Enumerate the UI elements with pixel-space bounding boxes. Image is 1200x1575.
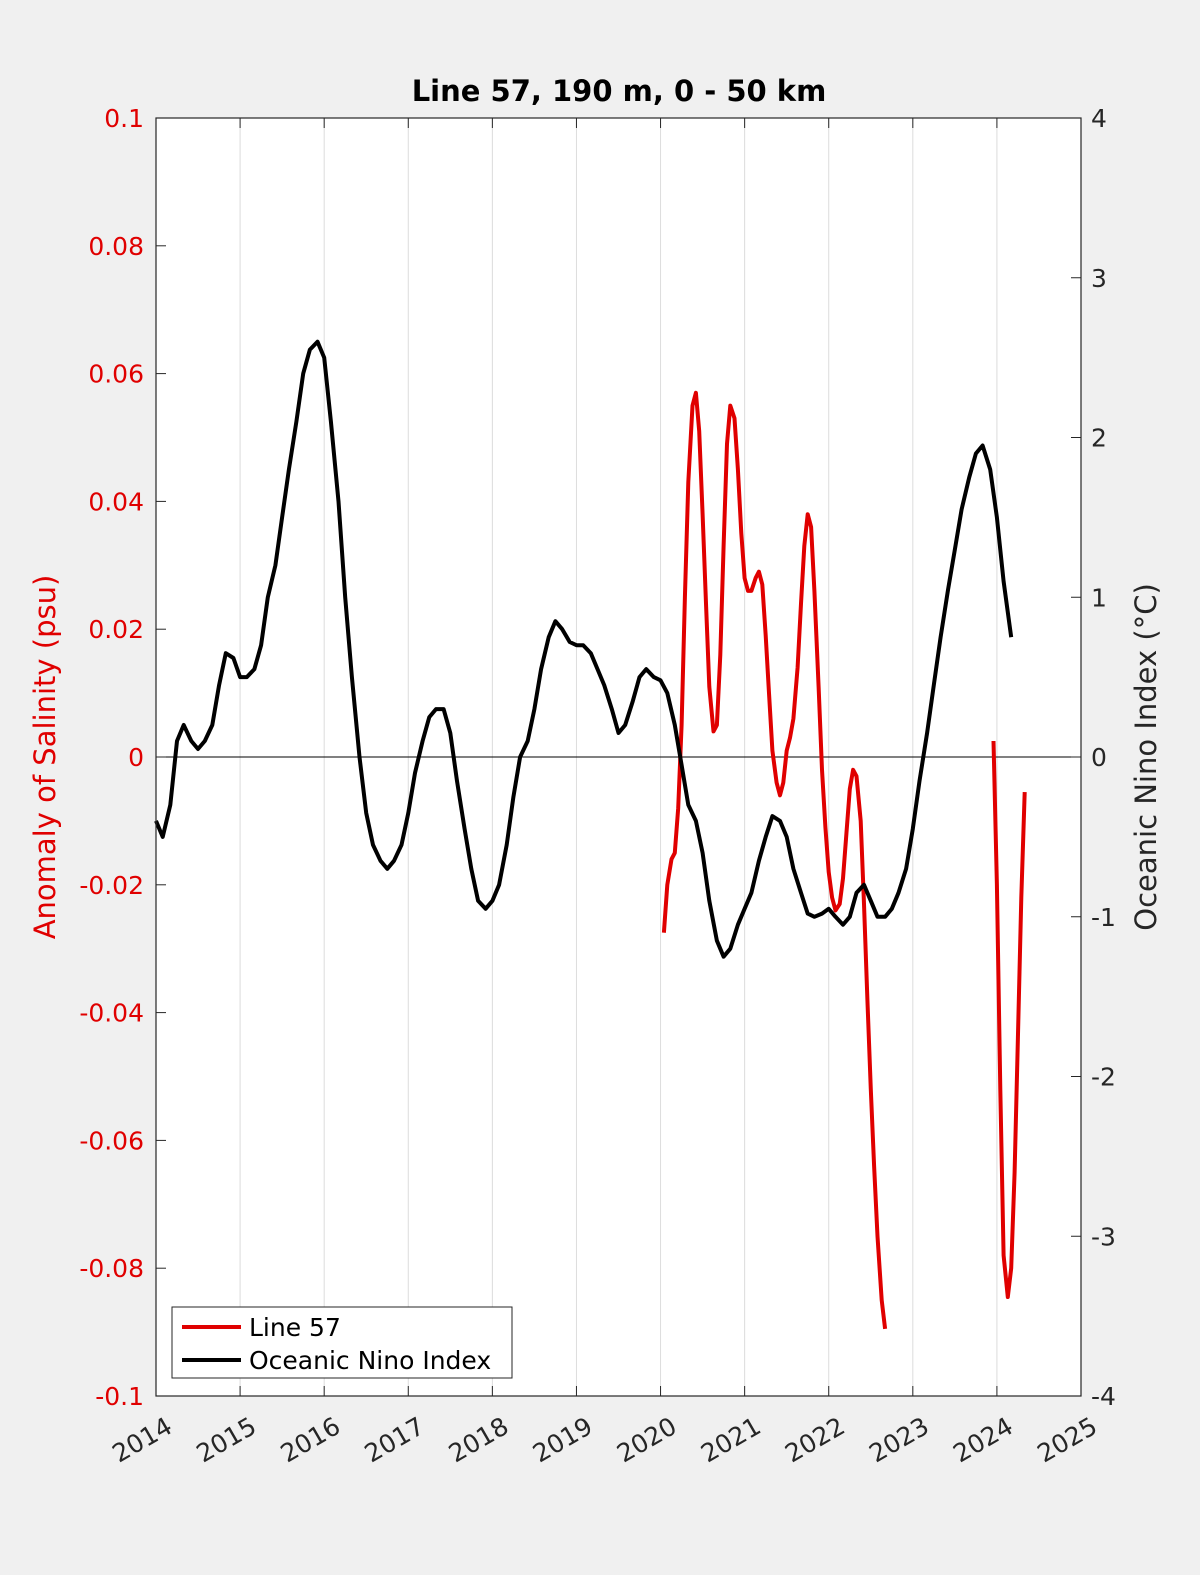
series-oceanic-nino-index bbox=[154, 339, 1014, 959]
y-left-tick-label: -0.1 bbox=[95, 1382, 144, 1411]
legend: Line 57 Oceanic Nino Index bbox=[171, 1306, 513, 1379]
y-left-tick-label: -0.06 bbox=[79, 1126, 144, 1155]
y-right-tick-label: -1 bbox=[1091, 903, 1116, 932]
y-right-tick-label: -4 bbox=[1091, 1382, 1116, 1411]
y-right-tick-label: 2 bbox=[1091, 424, 1107, 453]
y-right-tick-label: -2 bbox=[1091, 1063, 1116, 1092]
y-axis-right-label: Oceanic Nino Index (°C) bbox=[1129, 583, 1163, 931]
series-line57-segment bbox=[661, 390, 888, 1330]
chart-title: Line 57, 190 m, 0 - 50 km bbox=[412, 74, 827, 108]
series-line57-segment bbox=[991, 740, 1027, 1299]
legend-label-oni: Oceanic Nino Index bbox=[249, 1346, 491, 1375]
y-left-tick-label: 0 bbox=[128, 743, 144, 772]
y-left-tick-label: -0.08 bbox=[79, 1254, 144, 1283]
y-left-tick-label: 0.1 bbox=[104, 104, 144, 133]
y-left-tick-label: 0.04 bbox=[88, 487, 144, 516]
y-axis-right: 4 3 2 1 0 -1 -2 -3 -4 bbox=[1071, 104, 1116, 1411]
legend-box bbox=[171, 1306, 513, 1379]
y-left-tick-label: -0.04 bbox=[79, 999, 144, 1028]
y-left-tick-label: 0.06 bbox=[88, 360, 144, 389]
y-right-tick-label: -3 bbox=[1091, 1222, 1116, 1251]
y-right-tick-label: 1 bbox=[1091, 583, 1107, 612]
series-layer bbox=[154, 339, 1027, 1330]
y-left-tick-label: -0.02 bbox=[79, 871, 144, 900]
legend-label-line57: Line 57 bbox=[249, 1313, 341, 1342]
y-right-tick-label: 0 bbox=[1091, 743, 1107, 772]
y-right-tick-label: 3 bbox=[1091, 264, 1107, 293]
y-axis-left-label: Anomaly of Salinity (psu) bbox=[28, 575, 62, 940]
y-left-tick-label: 0.02 bbox=[88, 615, 144, 644]
y-left-tick-label: 0.08 bbox=[88, 232, 144, 261]
y-right-tick-label: 4 bbox=[1091, 104, 1107, 133]
y-axis-left: 0.1 0.08 0.06 0.04 0.02 0 -0.02 -0.04 -0.06 -0.08… bbox=[79, 104, 166, 1411]
